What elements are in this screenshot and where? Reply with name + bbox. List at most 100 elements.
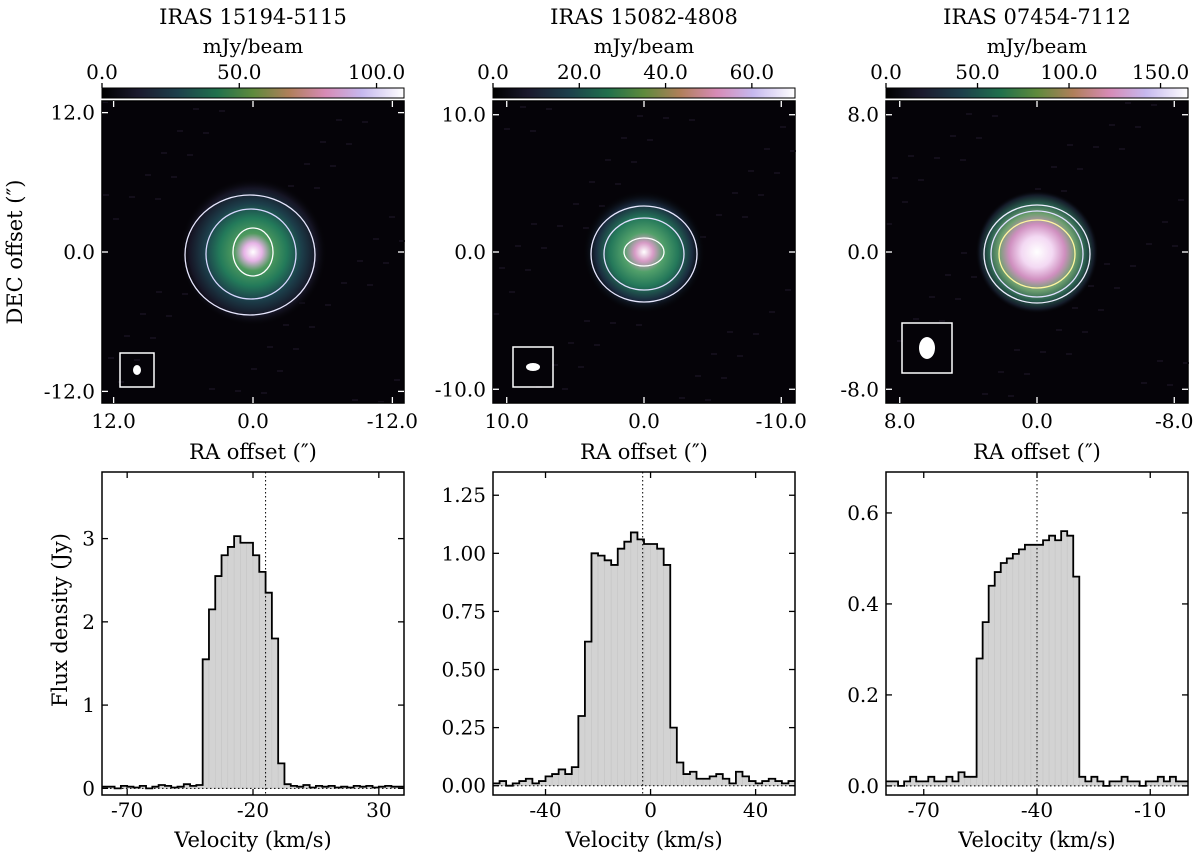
histogram-bar (221, 554, 229, 789)
histogram-bar (928, 776, 935, 787)
noise-speck (546, 108, 552, 110)
histogram-bar (663, 564, 671, 786)
noise-speck (769, 311, 775, 313)
histogram-bar (571, 766, 579, 786)
noise-speck (389, 216, 395, 218)
noise-speck (886, 223, 892, 225)
y-tick-label: 0.2 (847, 683, 879, 707)
x-tick-label: 0.0 (1021, 409, 1053, 433)
histogram-bar (1066, 535, 1074, 787)
colorbar-tick-label: 40.0 (643, 60, 688, 84)
y-tick-label: 2 (82, 610, 95, 634)
noise-speck (129, 196, 135, 198)
noise-speck (134, 359, 140, 361)
noise-speck (362, 121, 368, 123)
colorbar-tick-label: 0.0 (477, 60, 509, 84)
colorbar-tick-label: 0.0 (86, 60, 118, 84)
colorbar-tick-label: 50.0 (955, 60, 1000, 84)
noise-speck (1183, 362, 1189, 364)
colorbar-label: mJy/beam (987, 34, 1088, 58)
noise-speck (971, 276, 977, 278)
noise-speck (780, 126, 786, 128)
histogram-bar (551, 773, 559, 786)
histogram-bar (722, 778, 730, 786)
noise-speck (976, 137, 982, 139)
histogram-bar (656, 548, 664, 786)
noise-speck (711, 353, 717, 355)
noise-speck (1014, 349, 1020, 351)
contour-line (603, 217, 685, 291)
noise-speck (493, 313, 499, 315)
noise-speck (155, 198, 161, 200)
histogram-bar (558, 769, 566, 786)
histogram-bar (964, 776, 971, 787)
noise-speck (1098, 309, 1104, 311)
y-tick-label: 0.0 (847, 774, 879, 798)
y-tick-label: 0.50 (441, 658, 486, 682)
noise-speck (1167, 384, 1173, 386)
histogram-bar (994, 571, 1002, 787)
histogram-bar (578, 715, 586, 786)
emission-blob (582, 190, 706, 314)
histogram-bar (1006, 558, 1014, 787)
noise-speck (966, 113, 972, 115)
noise-speck (330, 165, 336, 167)
noise-speck (140, 313, 146, 315)
noise-speck (1061, 190, 1067, 192)
noise-speck (341, 282, 347, 284)
x-tick-label: 0 (644, 798, 657, 822)
noise-speck (1162, 221, 1168, 223)
histogram-bar (689, 771, 697, 786)
noise-speck (599, 205, 605, 207)
histogram-bar (676, 762, 684, 786)
noise-speck (774, 172, 780, 174)
noise-speck (1067, 144, 1073, 146)
noise-speck (1088, 285, 1094, 287)
histogram-bar (215, 575, 222, 789)
y-tick-label: 0 (82, 776, 95, 800)
noise-speck (785, 289, 791, 291)
noise-speck (1051, 166, 1057, 168)
histogram-bar (277, 763, 285, 789)
noise-speck (1151, 104, 1157, 106)
colorbar-tick-label: 100.0 (1040, 60, 1097, 84)
histogram-bar (988, 585, 995, 787)
histogram-bar (259, 571, 266, 789)
noise-speck (267, 346, 273, 348)
x-tick-label: 30 (366, 798, 391, 822)
noise-speck (562, 388, 568, 390)
histogram-bar (683, 773, 691, 786)
noise-speck (748, 170, 754, 172)
contour-line (990, 210, 1084, 298)
y-tick-label: 0.0 (63, 240, 95, 264)
noise-speck (583, 227, 589, 229)
noise-speck (499, 267, 505, 269)
noise-speck (705, 399, 711, 401)
beam-box (119, 352, 155, 388)
noise-speck (594, 344, 600, 346)
noise-speck (288, 185, 294, 187)
noise-speck (764, 148, 770, 150)
contour-line (232, 227, 274, 277)
noise-speck (1178, 199, 1184, 201)
noise-speck (621, 137, 627, 139)
colorbar (492, 87, 796, 99)
contour-line (184, 194, 316, 316)
colorbar-tick-label: 60.0 (730, 60, 775, 84)
spectrum-panel-2: -40 0 40 0.00 0.25 0.50 0.75 1.00 1.25 Velocity (… (441, 471, 796, 852)
noise-speck (171, 176, 177, 178)
histogram-bar (1060, 530, 1068, 787)
noise-speck (1109, 124, 1115, 126)
x-tick-label: 10.0 (484, 409, 529, 433)
histogram-bar (246, 542, 254, 789)
y-tick-label: -12.0 (44, 379, 95, 403)
noise-speck (1024, 373, 1030, 375)
noise-speck (679, 397, 685, 399)
x-tick-label: 12.0 (91, 409, 136, 433)
y-tick-label: 3 (82, 527, 95, 551)
noise-speck (584, 320, 590, 322)
histogram-bar (670, 727, 678, 786)
noise-speck (758, 194, 764, 196)
histogram-bar (584, 641, 592, 786)
noise-speck (929, 296, 935, 298)
